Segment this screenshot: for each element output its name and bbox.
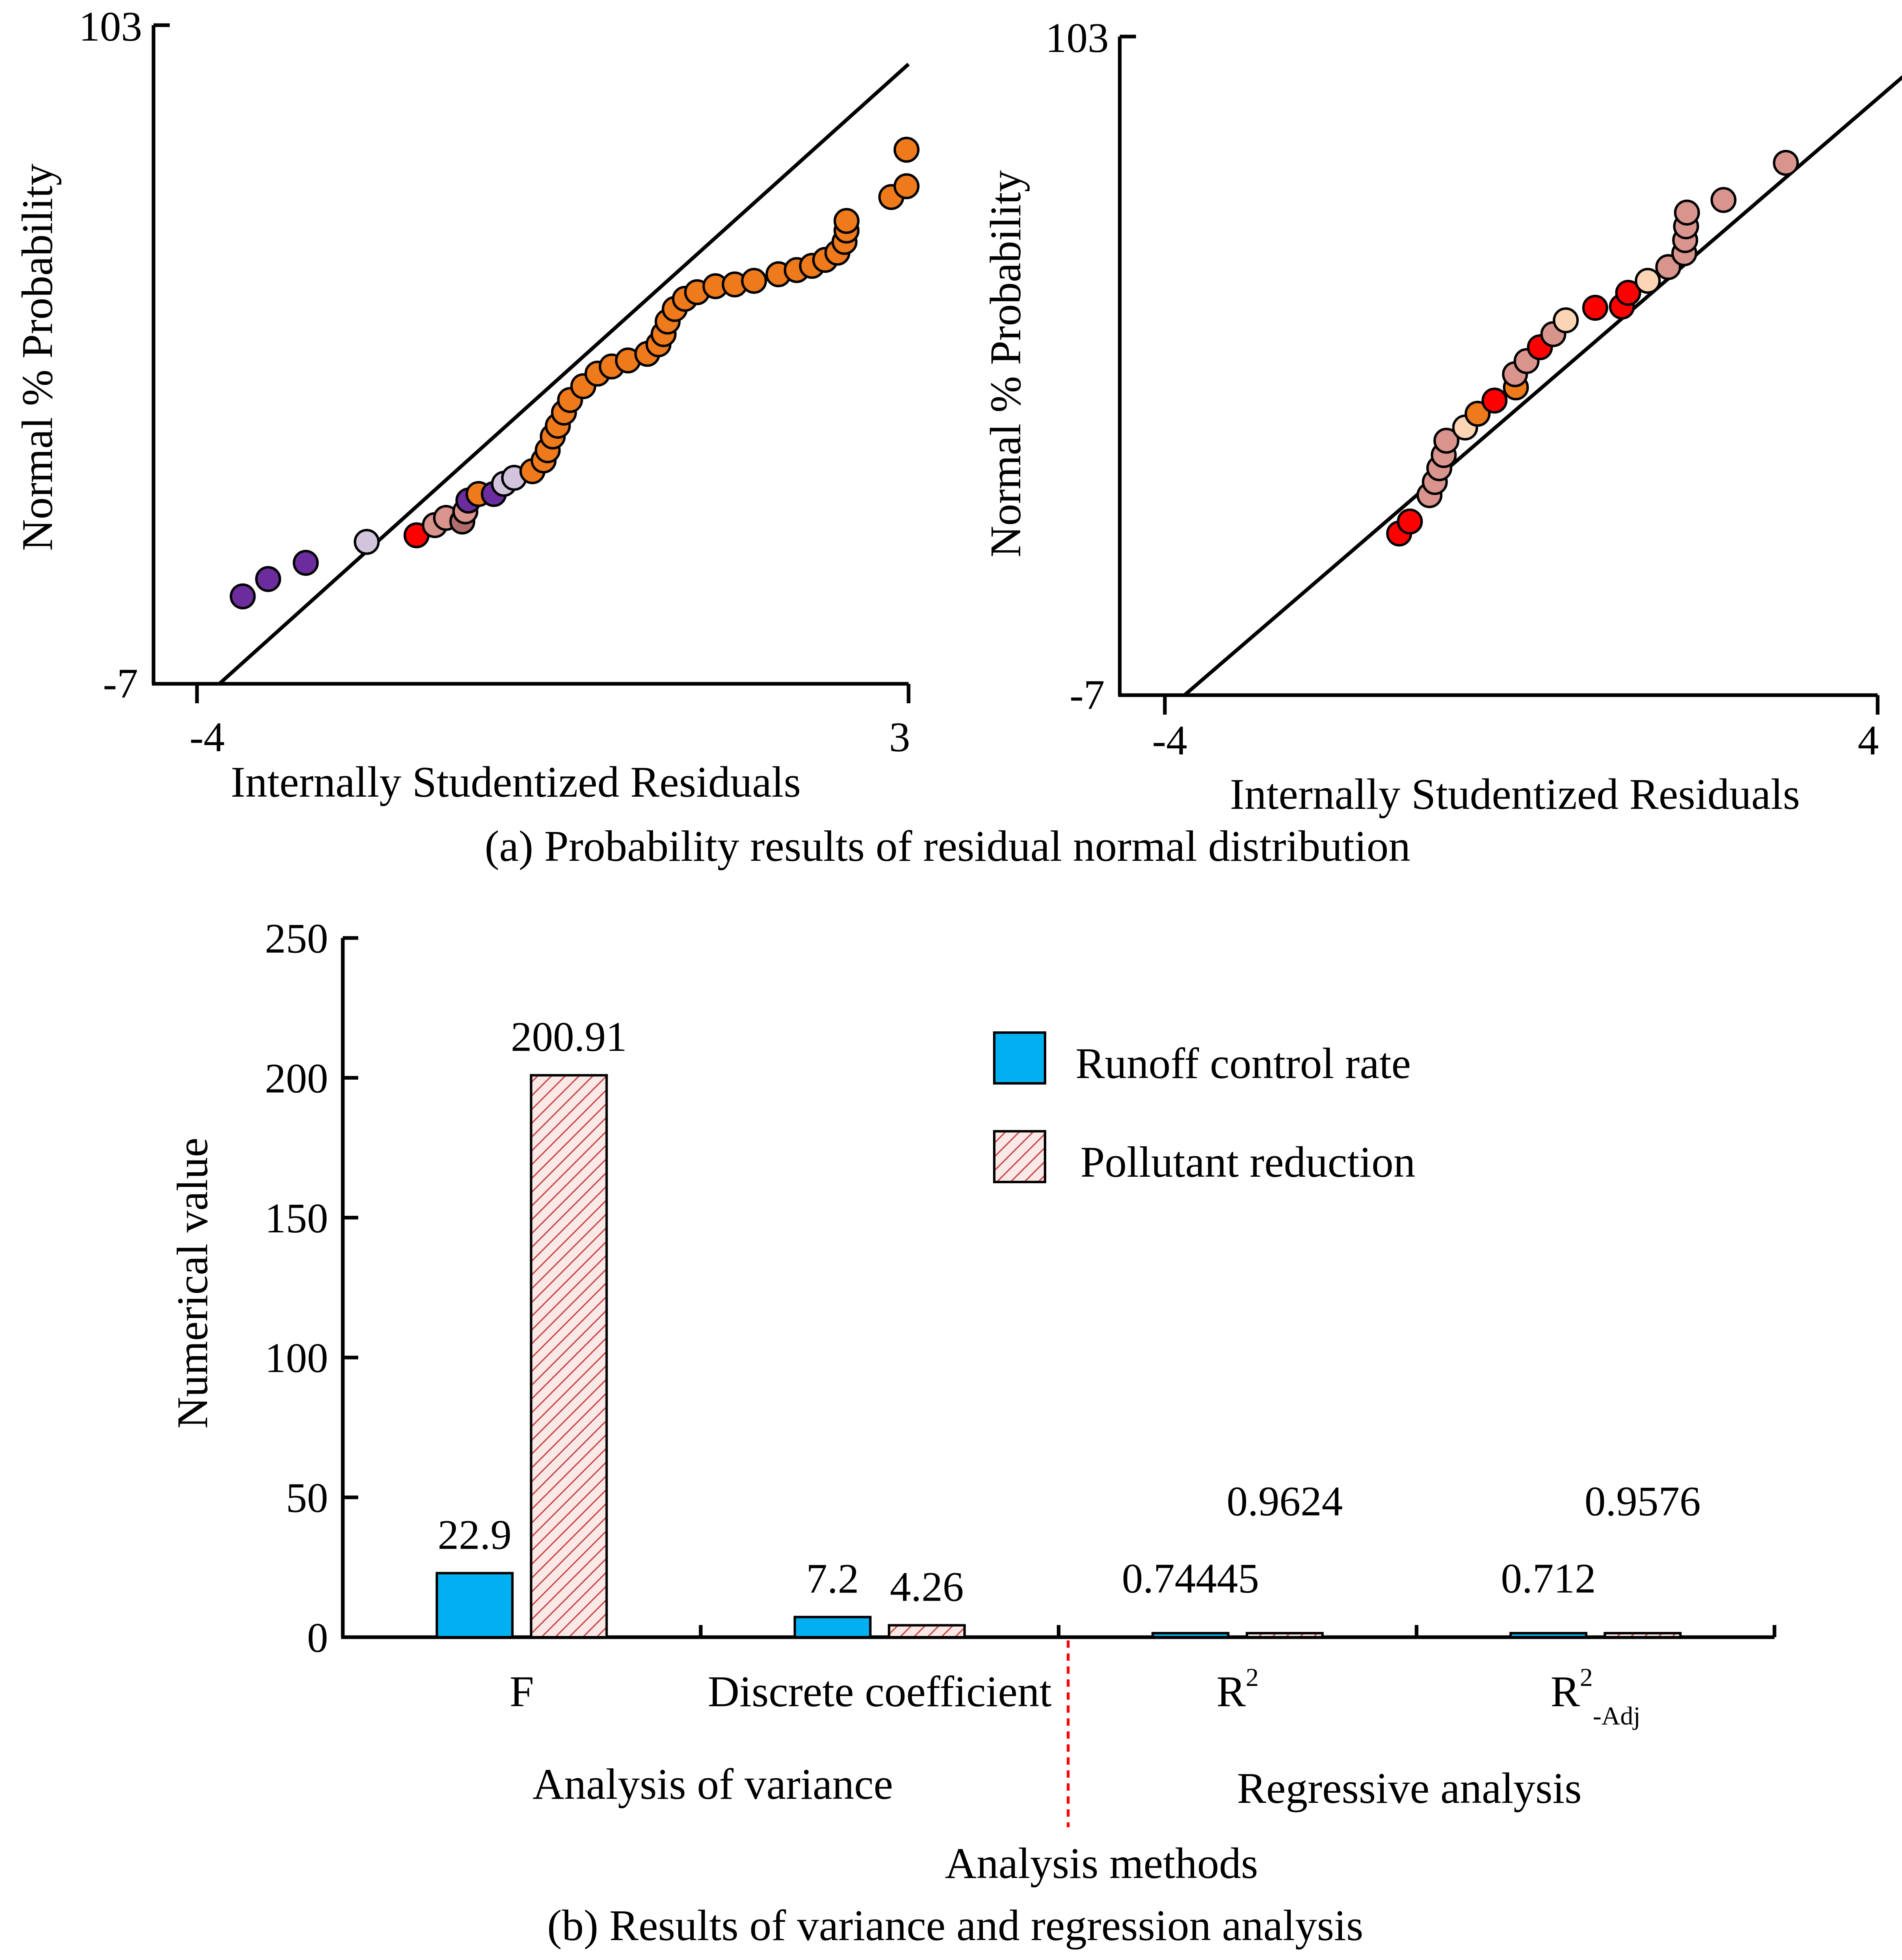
category-superscript-3: 2	[1580, 1663, 1593, 1692]
bar-value-label-runoff-3: 0.712	[1501, 1555, 1596, 1602]
group-label-regression: Regressive analysis	[1237, 1764, 1582, 1813]
bar-y-tick-label-100: 100	[265, 1335, 328, 1381]
scatter-point-left-45	[893, 136, 920, 163]
category-label-2: R2	[1216, 1663, 1259, 1716]
bars	[435, 1074, 1682, 1639]
bar-runoff-0	[435, 1572, 514, 1639]
x-tick-label-right-min: -4	[1152, 717, 1188, 764]
legend-swatch-pollutant	[993, 1130, 1046, 1183]
scatter-point-right-9	[1481, 387, 1508, 414]
y-tick-label-left-min: -7	[103, 660, 138, 707]
x-tick-label-right-max: 4	[1858, 717, 1879, 764]
bar-value-label-runoff-1: 7.2	[806, 1555, 859, 1602]
category-superscript-2: 2	[1246, 1663, 1259, 1692]
points-left	[229, 136, 920, 609]
category-label-3: R2-Adj	[1551, 1663, 1640, 1730]
y-tick-label-right-min: -7	[1069, 672, 1105, 718]
bar-y-ticks: 0 50 100 150 200 250	[265, 915, 358, 1661]
bar-pollutant-3	[1603, 1632, 1682, 1638]
scatter-point-left-3	[353, 529, 380, 555]
bar-value-label-pollutant-3: 0.9576	[1584, 1478, 1701, 1525]
y-tick-label-right-max: 103	[1045, 15, 1109, 61]
category-labels: F Discrete coefficient R2 R2-Adj	[510, 1663, 1640, 1730]
group-label-anova: Analysis of variance	[532, 1760, 893, 1809]
scatter-point-right-26	[1773, 150, 1799, 176]
scatter-point-left-44	[893, 173, 920, 199]
bar-value-label-pollutant-0: 200.91	[511, 1013, 627, 1060]
category-label-1: Discrete coefficient	[708, 1668, 1052, 1716]
x-axis-label-right: Internally Studentized Residuals	[1230, 770, 1800, 819]
legend-swatch-runoff	[993, 1031, 1046, 1085]
scatter-point-left-2	[292, 550, 319, 576]
bar-value-label-pollutant-2: 0.9624	[1227, 1478, 1343, 1525]
bar-runoff-3	[1509, 1632, 1588, 1638]
bar-value-label-runoff-0: 22.9	[438, 1511, 512, 1558]
scatter-point-right-19	[1635, 268, 1661, 294]
bar-runoff-2	[1151, 1632, 1230, 1638]
fit-line-right	[1183, 75, 1902, 697]
x-axis-label-left: Internally Studentized Residuals	[231, 758, 801, 806]
scatter-point-left-1	[255, 566, 281, 592]
scatter-point-left-34	[741, 268, 767, 294]
legend: Runoff control rate Pollutant reduction	[993, 1031, 1415, 1186]
y-axis-label-left: Normal % Probability	[13, 164, 62, 551]
y-axis-label-right: Normal % Probability	[982, 170, 1030, 558]
scatter-plot-left: 103 -7 -4 3 Internally Studentized Resid…	[13, 3, 920, 806]
legend-label-runoff: Runoff control rate	[1075, 1039, 1411, 1088]
fit-line-left	[218, 63, 910, 685]
scatter-point-right-16	[1582, 294, 1608, 321]
bar-value-labels: 22.9 200.91 7.2 4.26 0.74445 0.9624 0.712 0.957…	[438, 1013, 1701, 1610]
bar-y-tick-label-150: 150	[265, 1195, 328, 1242]
bar-value-label-pollutant-1: 4.26	[890, 1564, 964, 1610]
bar-pollutant-1	[887, 1624, 966, 1639]
scatter-point-right-25	[1710, 187, 1737, 213]
bar-x-axis-label: Analysis methods	[945, 1839, 1258, 1888]
scatter-point-left-0	[229, 583, 256, 609]
bar-chart: 0 50 100 150 200 250 Numerical value 22.9 200.…	[169, 915, 1776, 1888]
scatter-point-right-1	[1397, 508, 1423, 535]
scatter-point-left-42	[833, 208, 860, 234]
scatter-point-right-24	[1674, 199, 1700, 226]
points-right	[1386, 150, 1799, 547]
scatter-plot-right: 103 -7 -4 4 Internally Studentized Resid…	[982, 15, 1902, 819]
bar-y-tick-label-50: 50	[286, 1475, 328, 1521]
bar-y-axis-label: Numerical value	[169, 1138, 217, 1429]
category-subscript-3: -Adj	[1593, 1701, 1640, 1730]
bar-pollutant-2	[1246, 1632, 1324, 1638]
bar-y-tick-label-250: 250	[265, 915, 328, 962]
caption-b: (b) Results of variance and regression a…	[547, 1902, 1363, 1950]
bar-pollutant-0	[530, 1074, 608, 1638]
x-tick-label-left-min: -4	[190, 714, 225, 761]
bar-y-tick-label-200: 200	[265, 1055, 328, 1102]
x-tick-label-left-max: 3	[889, 714, 910, 761]
bar-group-ticks	[699, 1625, 1776, 1637]
caption-a: (a) Probability results of residual norm…	[485, 822, 1411, 871]
scatter-point-right-8	[1465, 400, 1491, 427]
scatter-point-right-15	[1553, 307, 1579, 333]
category-label-0: F	[510, 1668, 534, 1716]
legend-label-pollutant: Pollutant reduction	[1080, 1138, 1415, 1186]
bar-value-label-runoff-2: 0.74445	[1122, 1555, 1259, 1602]
scatter-point-right-6	[1433, 428, 1460, 454]
bar-y-tick-label-0: 0	[307, 1614, 328, 1661]
bar-runoff-1	[793, 1616, 872, 1639]
y-tick-label-left-max: 103	[79, 3, 142, 50]
scatter-point-right-18	[1615, 280, 1641, 306]
